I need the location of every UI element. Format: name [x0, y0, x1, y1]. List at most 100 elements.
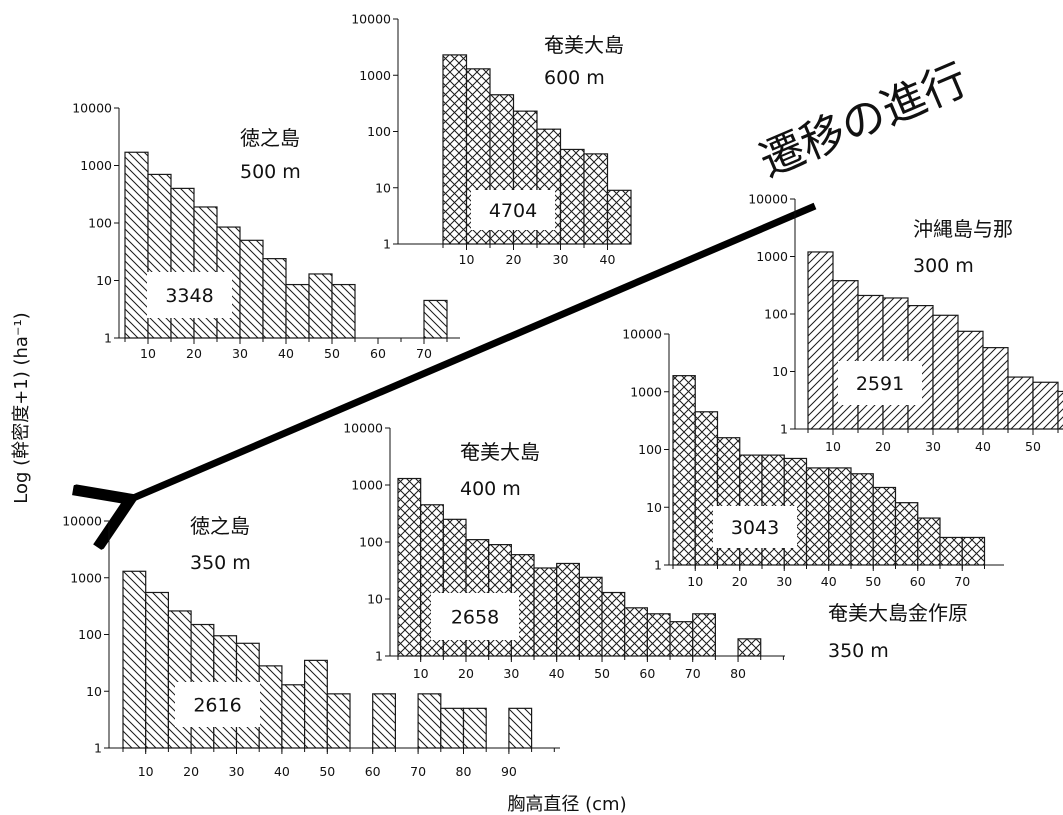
- bar: [281, 684, 306, 749]
- y-tick-label: 100: [359, 535, 383, 550]
- x-tick-label: 20: [458, 666, 474, 681]
- bar: [828, 467, 852, 566]
- bar: [894, 502, 919, 566]
- site-label: 沖縄島与那: [913, 217, 1013, 241]
- x-tick-label: 10: [825, 439, 841, 454]
- x-tick-label: 10: [140, 346, 156, 361]
- bar: [508, 707, 533, 749]
- bar: [805, 467, 830, 566]
- bar: [939, 536, 963, 566]
- y-tick-label: 10: [96, 273, 112, 288]
- total-density-label: 3348: [165, 285, 213, 307]
- bar: [583, 153, 609, 245]
- bar: [1007, 376, 1034, 430]
- panel-2: 1 10 100 1000 10000 10 20 30 40 50 60 70 3348 徳之島 500 …: [72, 101, 460, 361]
- y-tick-label: 1000: [80, 158, 112, 173]
- density-box: [431, 593, 519, 640]
- panel-3: 1 10 100 1000 10000 10 20 30 40 50 2591 沖縄島与那 300 m: [748, 192, 1063, 454]
- site-label: 徳之島: [240, 126, 300, 150]
- bar: [1057, 390, 1063, 430]
- bar: [601, 591, 626, 657]
- x-tick-label: 50: [865, 574, 881, 589]
- y-tick-label: 10000: [72, 101, 112, 116]
- panel-5: 1 10 100 1000 10000 10 20 30 40 50 60 70 80 2658 奄美大島 4…: [343, 421, 785, 681]
- y-tick-label: 1000: [756, 249, 788, 264]
- y-tick-label: 100: [88, 216, 112, 231]
- panel-1: 1 10 100 1000 10000 10 20 30 40 4704 奄美大島 600 m: [351, 12, 632, 267]
- elevation-label: 300 m: [913, 255, 974, 277]
- bar: [578, 576, 603, 657]
- x-tick-label: 10: [459, 252, 475, 267]
- bar: [262, 258, 287, 339]
- y-tick-label: 10000: [62, 514, 102, 529]
- x-tick-label: 80: [456, 764, 472, 779]
- bar: [669, 621, 694, 657]
- y-tick-label: 1: [383, 237, 391, 252]
- bar: [462, 707, 487, 749]
- x-tick-label: 40: [278, 346, 294, 361]
- x-tick-label: 50: [1025, 439, 1041, 454]
- panel-6: 1 10 100 1000 10000 10 20 30 40 50 60 70 80 90 2616 徳之島…: [62, 514, 560, 779]
- elevation-label: 350 m: [828, 640, 889, 662]
- x-tick-label: 80: [730, 666, 746, 681]
- x-tick-label: 50: [324, 346, 340, 361]
- x-tick-label: 40: [600, 252, 616, 267]
- x-tick-label: 70: [685, 666, 701, 681]
- panel-4: 1 10 100 1000 10000 10 20 30 40 50 60 70 3043 奄美大島金作原…: [622, 327, 1004, 662]
- density-box: [471, 190, 555, 230]
- bar: [832, 280, 859, 430]
- bar: [423, 299, 448, 339]
- elevation-label: 600 m: [544, 67, 605, 89]
- y-tick-label: 1000: [70, 570, 102, 585]
- bar: [957, 330, 984, 430]
- x-tick-label: 60: [370, 346, 386, 361]
- site-label: 奄美大島: [460, 440, 540, 464]
- bar: [122, 570, 147, 749]
- total-density-label: 4704: [489, 200, 537, 222]
- x-tick-label: 60: [910, 574, 926, 589]
- bar: [850, 473, 874, 566]
- x-tick-label: 20: [506, 252, 522, 267]
- x-tick-label: 30: [503, 666, 519, 681]
- panels: 1 10 100 1000 10000 10 20 30 40 4704 奄美大島 600 m 1 10 1…: [62, 12, 1063, 779]
- y-tick-label: 1: [104, 331, 112, 346]
- y-tick-label: 10000: [343, 421, 383, 436]
- elevation-label: 400 m: [460, 478, 521, 500]
- site-label: 奄美大島金作原: [828, 601, 968, 625]
- bar: [258, 665, 283, 749]
- bar: [559, 148, 585, 245]
- x-tick-label: 10: [138, 764, 154, 779]
- x-axis-title: 胸高直径 (cm): [507, 794, 626, 815]
- bar: [556, 562, 580, 657]
- x-tick-label: 20: [732, 574, 748, 589]
- bar: [397, 477, 422, 657]
- bar: [124, 151, 149, 339]
- total-density-label: 2658: [451, 607, 499, 629]
- bar: [285, 283, 310, 339]
- x-tick-label: 50: [594, 666, 610, 681]
- y-axis-title: Log (幹密度+1) (ha⁻¹): [11, 312, 32, 503]
- bar: [145, 591, 169, 749]
- x-tick-label: 60: [639, 666, 655, 681]
- y-tick-label: 1: [375, 649, 383, 664]
- density-box: [147, 272, 232, 318]
- y-tick-label: 100: [367, 124, 391, 139]
- x-tick-label: 20: [183, 764, 199, 779]
- x-tick-label: 10: [687, 574, 703, 589]
- total-density-label: 3043: [731, 517, 779, 539]
- x-tick-label: 40: [549, 666, 565, 681]
- y-tick-label: 10: [646, 500, 662, 515]
- y-tick-label: 1: [654, 558, 662, 573]
- bar: [331, 283, 356, 339]
- y-tick-label: 1: [780, 422, 788, 437]
- bar: [692, 613, 716, 657]
- bar: [239, 239, 264, 339]
- bar: [417, 693, 442, 749]
- site-label: 奄美大島: [544, 33, 624, 57]
- x-tick-label: 10: [413, 666, 429, 681]
- bar: [308, 273, 333, 339]
- bar: [807, 251, 834, 430]
- bar: [326, 693, 351, 749]
- x-tick-label: 50: [319, 764, 335, 779]
